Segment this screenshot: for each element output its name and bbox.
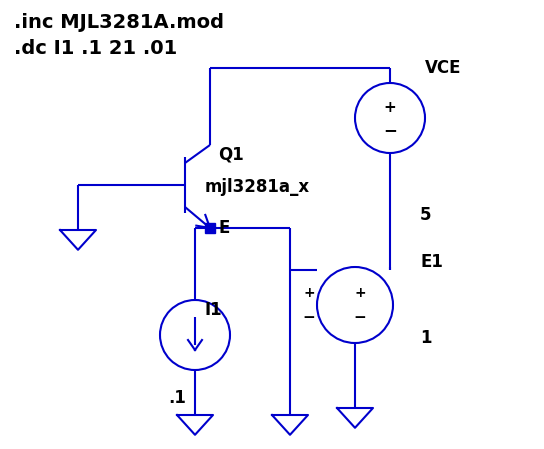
Bar — [205, 223, 215, 233]
Text: .inc MJL3281A.mod: .inc MJL3281A.mod — [14, 13, 224, 31]
Text: Q1: Q1 — [218, 146, 244, 164]
Text: 1: 1 — [420, 329, 431, 347]
Text: −: − — [302, 311, 316, 326]
Text: 5: 5 — [420, 206, 431, 224]
Text: −: − — [354, 311, 366, 326]
Text: +: + — [384, 101, 397, 115]
Text: E: E — [218, 219, 230, 237]
Text: mjl3281a_x: mjl3281a_x — [205, 178, 310, 196]
Text: I1: I1 — [205, 301, 222, 319]
Text: −: − — [383, 121, 397, 139]
Text: .dc I1 .1 21 .01: .dc I1 .1 21 .01 — [14, 39, 177, 57]
Text: .1: .1 — [168, 389, 186, 407]
Text: +: + — [303, 286, 315, 300]
Text: E1: E1 — [420, 253, 443, 271]
Text: VCE: VCE — [425, 59, 461, 77]
Text: +: + — [354, 286, 366, 300]
